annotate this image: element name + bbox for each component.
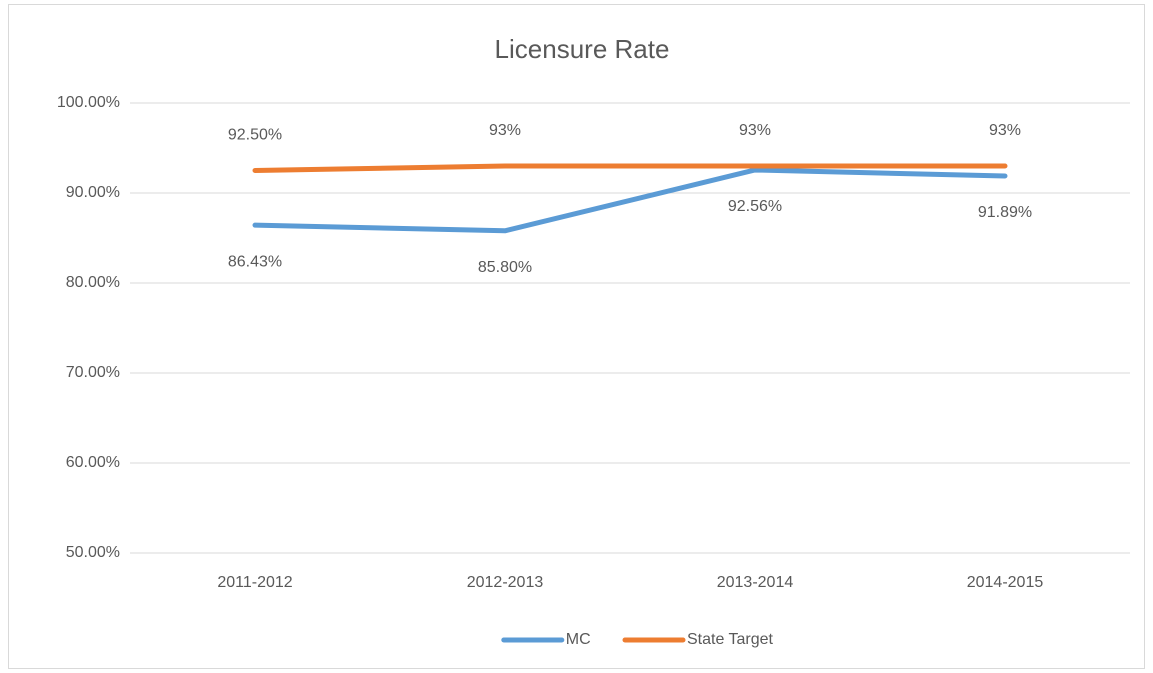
data-label: 93% (489, 122, 521, 139)
legend-label: MC (566, 631, 591, 648)
y-tick-label: 90.00% (66, 184, 120, 201)
y-tick-label: 50.00% (66, 544, 120, 561)
y-tick-label: 70.00% (66, 364, 120, 381)
y-tick-label: 100.00% (57, 94, 120, 111)
x-tick-label: 2013-2014 (717, 574, 794, 591)
legend-label: State Target (687, 631, 774, 648)
data-label: 91.89% (978, 204, 1032, 221)
chart-title: Licensure Rate (495, 34, 670, 64)
data-label: 86.43% (228, 253, 282, 270)
y-tick-label: 60.00% (66, 454, 120, 471)
data-label: 92.56% (728, 198, 782, 215)
data-label: 93% (739, 122, 771, 139)
data-label: 85.80% (478, 259, 532, 276)
x-tick-label: 2011-2012 (217, 574, 292, 591)
series-line (252, 167, 1008, 234)
data-label: 92.50% (228, 127, 282, 144)
chart-border (8, 4, 1145, 669)
data-label: 93% (989, 122, 1021, 139)
x-tick-label: 2012-2013 (467, 574, 544, 591)
y-tick-label: 80.00% (66, 274, 120, 291)
x-tick-label: 2014-2015 (967, 574, 1044, 591)
series-line (252, 163, 1008, 173)
